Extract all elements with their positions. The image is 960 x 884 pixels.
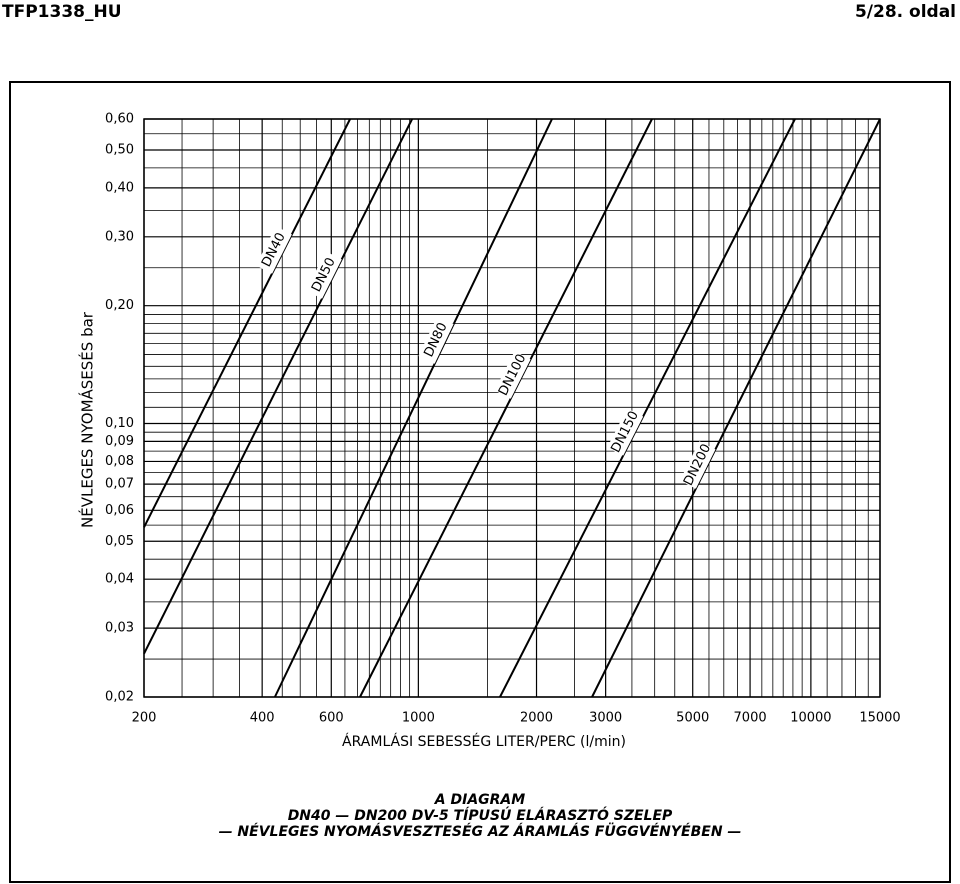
y-tick-label: 0,50 (105, 142, 134, 157)
y-tick-label: 0,40 (105, 180, 134, 195)
series-label-bg (494, 351, 531, 399)
caption: DN40 — DN200 DV-5 TÍPUSÚ ELÁRASZTÓ SZELE… (288, 806, 673, 824)
x-tick-label: 7000 (734, 711, 767, 726)
series-line (591, 118, 881, 698)
y-tick-label: 0,10 (105, 416, 134, 431)
series-line (359, 118, 653, 698)
series-line (143, 118, 351, 528)
series-label-bg (679, 441, 716, 489)
x-axis-title: ÁRAMLÁSI SEBESSÉG LITER/PERC (l/min) (342, 733, 626, 750)
series-label-bg (256, 226, 292, 274)
x-tick-label: 3000 (589, 711, 622, 726)
x-tick-label: 200 (132, 711, 157, 726)
y-tick-label: 0,05 (105, 534, 134, 549)
y-tick-label: 0,02 (105, 690, 134, 705)
page-number: 5/28. oldal (855, 2, 956, 22)
y-tick-label: 0,09 (105, 434, 134, 449)
doc-id: TFP1338_HU (2, 2, 122, 22)
x-tick-label: 10000 (790, 711, 831, 726)
y-tick-label: 0,08 (105, 454, 134, 469)
series-label: DN100 (496, 352, 529, 399)
series-label-bg (305, 251, 342, 299)
series-line (499, 118, 796, 698)
series-line (273, 118, 553, 698)
y-tick-label: 0,30 (105, 229, 134, 244)
x-tick-label: 2000 (520, 711, 553, 726)
caption: — NÉVLEGES NYOMÁSVESZTESÉG AZ ÁRAMLÁS FÜ… (219, 822, 742, 840)
caption: A DIAGRAM (434, 792, 525, 808)
series-label-bg (418, 316, 454, 364)
y-tick-label: 0,60 (105, 112, 134, 127)
plot-border (143, 118, 881, 698)
y-tick-label: 0,06 (105, 503, 134, 518)
x-tick-label: 15000 (859, 711, 900, 726)
series-label-bg (607, 408, 644, 456)
y-tick-label: 0,07 (105, 477, 134, 492)
x-tick-label: 400 (250, 711, 275, 726)
x-tick-label: 1000 (402, 711, 435, 726)
series-line (143, 118, 414, 655)
frame (9, 81, 951, 883)
y-tick-label: 0,20 (105, 298, 134, 313)
y-tick-label: 0,03 (105, 621, 134, 636)
y-axis-title: NÉVLEGES NYOMÁSESÉS bar (78, 311, 97, 528)
x-tick-label: 600 (319, 711, 344, 726)
x-tick-label: 5000 (676, 711, 709, 726)
y-tick-label: 0,04 (105, 572, 134, 587)
